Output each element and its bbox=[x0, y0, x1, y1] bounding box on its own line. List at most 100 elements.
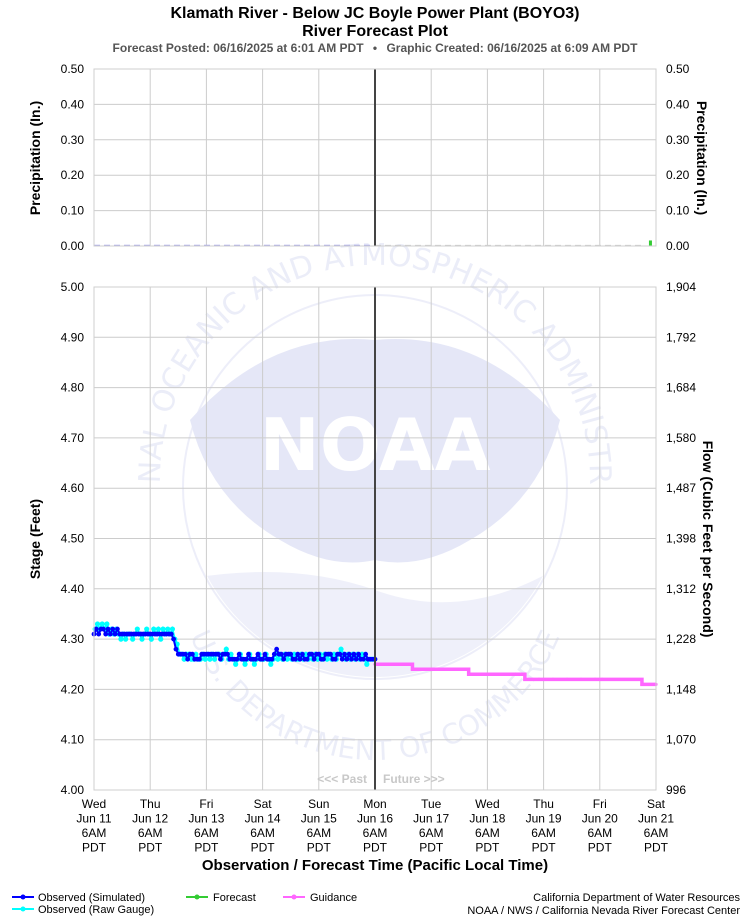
precip-forecast-bar bbox=[648, 240, 652, 246]
flow-tick-label: 1,228 bbox=[666, 632, 696, 646]
point-guidance bbox=[438, 667, 443, 671]
legend-marker-observed-raw bbox=[20, 906, 26, 912]
point-observed-simulated bbox=[342, 651, 347, 657]
point-observed-simulated bbox=[363, 651, 369, 657]
point-observed-raw-gauge bbox=[364, 661, 370, 667]
credit-line-2: NOAA / NWS / California Nevada River For… bbox=[467, 905, 740, 917]
stage-axis-title: Stage (Feet) bbox=[27, 499, 43, 579]
point-observed-raw-gauge bbox=[94, 621, 101, 627]
point-observed-simulated bbox=[236, 651, 242, 657]
legend-item-observed-simulated: Observed (Simulated) bbox=[12, 892, 145, 904]
precip-right-tick-label: 0.20 bbox=[666, 168, 690, 182]
point-guidance bbox=[509, 672, 513, 676]
point-observed-simulated bbox=[274, 646, 280, 652]
point-observed-raw-gauge bbox=[144, 626, 150, 632]
point-observed-simulated bbox=[339, 656, 345, 662]
flow-axis-title: Flow (Cubic Feet per Second) bbox=[700, 441, 716, 638]
flow-tick-label: 1,487 bbox=[666, 481, 696, 495]
chart-title: Klamath River - Below JC Boyle Power Pla… bbox=[171, 5, 580, 22]
stage-tick-label: 4.10 bbox=[61, 733, 85, 747]
stage-panel: 4.00 996 4.10 1,070 4.20 1,148 4.30 1,228 4.40 1,… bbox=[61, 280, 697, 855]
precip-left-tick-label: 0.10 bbox=[61, 204, 85, 218]
precip-left-tick-label: 0.00 bbox=[61, 239, 85, 253]
precip-left-tick-label: 0.40 bbox=[61, 97, 85, 111]
point-guidance bbox=[640, 682, 644, 686]
legend-label-observed-raw: Observed (Raw Gauge) bbox=[38, 904, 154, 916]
x-tick-label: Wed Jun 18 6AM PDT bbox=[469, 797, 505, 855]
header-separator: • bbox=[373, 41, 377, 55]
point-guidance bbox=[537, 677, 541, 681]
point-observed-raw-gauge bbox=[251, 661, 258, 667]
point-observed-simulated bbox=[295, 651, 301, 657]
point-observed-simulated bbox=[225, 651, 230, 657]
x-tick-label: Thu Jun 19 6AM PDT bbox=[526, 797, 562, 855]
x-tick-label: Fri Jun 13 6AM PDT bbox=[188, 797, 224, 855]
point-observed-simulated bbox=[253, 656, 258, 662]
point-observed-simulated bbox=[309, 651, 315, 657]
point-observed-simulated bbox=[353, 656, 359, 662]
point-observed-simulated bbox=[337, 651, 343, 657]
x-tick-label: Mon Jun 16 6AM PDT bbox=[357, 797, 393, 855]
past-label: <<< Past bbox=[317, 772, 367, 786]
point-observed-simulated bbox=[189, 651, 195, 657]
series-guidance bbox=[373, 662, 658, 687]
point-observed-raw-gauge bbox=[99, 621, 105, 627]
point-observed-simulated bbox=[351, 651, 357, 657]
point-observed-raw-gauge bbox=[338, 646, 344, 652]
legend-item-observed-raw: Observed (Raw Gauge) bbox=[12, 904, 154, 916]
point-observed-simulated bbox=[356, 651, 362, 657]
point-observed-simulated bbox=[168, 631, 174, 637]
x-tick-label: Sat Jun 14 6AM PDT bbox=[245, 797, 281, 855]
point-observed-raw-gauge bbox=[207, 656, 213, 662]
series-observed-simulated bbox=[91, 626, 378, 662]
precip-right-tick-label: 0.10 bbox=[666, 204, 690, 218]
point-guidance bbox=[481, 672, 485, 676]
point-guidance bbox=[593, 677, 597, 681]
stage-tick-label: 4.20 bbox=[61, 682, 85, 696]
point-observed-simulated bbox=[93, 626, 99, 632]
precipitation-plot-frame bbox=[93, 68, 657, 247]
point-observed-simulated bbox=[297, 656, 303, 662]
point-observed-raw-gauge bbox=[118, 636, 124, 642]
legend-item-forecast: Forecast bbox=[186, 892, 256, 904]
point-observed-simulated bbox=[182, 651, 188, 657]
x-tick-label: Sun Jun 15 6AM PDT bbox=[301, 797, 337, 855]
point-observed-raw-gauge bbox=[151, 626, 157, 632]
point-observed-raw-gauge bbox=[193, 651, 199, 657]
point-guidance bbox=[401, 662, 405, 666]
point-observed-simulated bbox=[246, 651, 251, 657]
point-guidance bbox=[495, 672, 499, 676]
flow-tick-label: 1,312 bbox=[666, 582, 696, 596]
point-guidance bbox=[600, 677, 604, 681]
stage-tick-label: 4.40 bbox=[61, 582, 85, 596]
point-observed-simulated bbox=[349, 656, 354, 662]
point-observed-simulated bbox=[196, 656, 202, 662]
chart-subtitle: River Forecast Plot bbox=[302, 23, 449, 40]
stage-tick-label: 4.90 bbox=[61, 330, 85, 344]
legend-item-guidance: Guidance bbox=[283, 892, 357, 904]
point-observed-simulated bbox=[311, 656, 317, 662]
point-observed-simulated bbox=[100, 626, 106, 632]
point-observed-raw-gauge bbox=[359, 651, 365, 657]
point-observed-simulated bbox=[304, 656, 310, 662]
point-observed-simulated bbox=[218, 656, 223, 662]
legend-label-observed-simulated: Observed (Simulated) bbox=[38, 892, 145, 904]
x-tick-label: Wed Jun 11 6AM PDT bbox=[76, 797, 111, 855]
point-observed-simulated bbox=[316, 651, 322, 657]
point-observed-simulated bbox=[185, 656, 191, 662]
point-observed-simulated bbox=[115, 626, 120, 632]
point-guidance bbox=[579, 677, 583, 681]
point-observed-simulated bbox=[292, 656, 298, 662]
point-observed-simulated bbox=[321, 656, 326, 662]
forecast-posted-text: Forecast Posted: 06/16/2025 at 6:01 AM P… bbox=[113, 41, 365, 55]
point-observed-raw-gauge bbox=[303, 651, 309, 657]
point-observed-raw-gauge bbox=[228, 651, 234, 657]
forecast-info-line: Forecast Posted: 06/16/2025 at 6:01 AM P… bbox=[113, 41, 639, 55]
point-observed-simulated bbox=[107, 631, 113, 637]
stage-tick-label: 4.00 bbox=[61, 783, 85, 797]
flow-tick-label: 1,684 bbox=[666, 381, 696, 395]
point-guidance bbox=[424, 667, 429, 671]
point-observed-raw-gauge bbox=[324, 656, 330, 662]
flow-tick-label: 1,904 bbox=[666, 280, 696, 294]
point-observed-raw-gauge bbox=[284, 656, 290, 662]
